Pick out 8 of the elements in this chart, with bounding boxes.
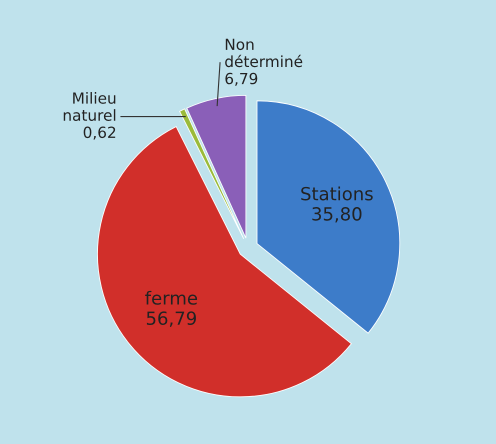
data-label: 56,79: [146, 311, 196, 327]
slice-label: Milieu naturel: [64, 92, 116, 121]
slice-label: Non déterminé: [225, 38, 302, 68]
data-label: 35,80: [312, 207, 362, 223]
data-label: 6,79: [225, 72, 258, 86]
data-label: 0,62: [84, 126, 116, 140]
slice-label: Stations: [301, 186, 373, 200]
slice-label: ferme: [145, 290, 198, 305]
